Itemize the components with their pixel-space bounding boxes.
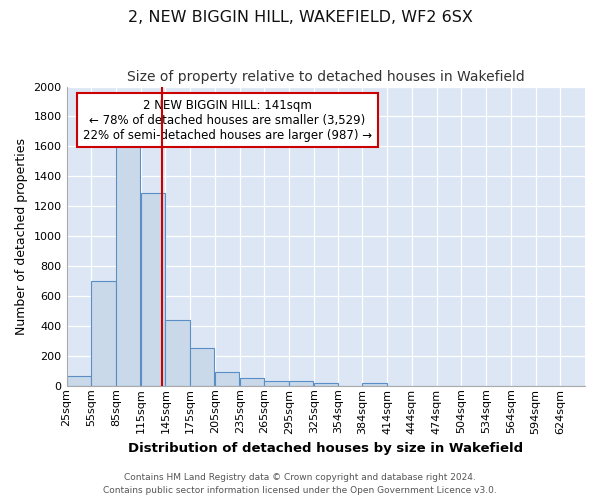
Bar: [141, 193, 165, 386]
Bar: [362, 383, 387, 386]
Text: 2, NEW BIGGIN HILL, WAKEFIELD, WF2 6SX: 2, NEW BIGGIN HILL, WAKEFIELD, WF2 6SX: [128, 10, 472, 25]
Bar: [314, 383, 338, 386]
Bar: [265, 382, 289, 386]
Text: 2 NEW BIGGIN HILL: 141sqm
← 78% of detached houses are smaller (3,529)
22% of se: 2 NEW BIGGIN HILL: 141sqm ← 78% of detac…: [83, 98, 372, 142]
X-axis label: Distribution of detached houses by size in Wakefield: Distribution of detached houses by size …: [128, 442, 523, 455]
Bar: [116, 142, 140, 386]
Bar: [289, 382, 313, 386]
Bar: [166, 320, 190, 386]
Bar: [239, 378, 264, 386]
Bar: [215, 372, 239, 386]
Bar: [91, 281, 116, 386]
Bar: [190, 348, 214, 386]
Title: Size of property relative to detached houses in Wakefield: Size of property relative to detached ho…: [127, 70, 524, 84]
Bar: [67, 376, 91, 386]
Text: Contains HM Land Registry data © Crown copyright and database right 2024.
Contai: Contains HM Land Registry data © Crown c…: [103, 474, 497, 495]
Y-axis label: Number of detached properties: Number of detached properties: [15, 138, 28, 334]
